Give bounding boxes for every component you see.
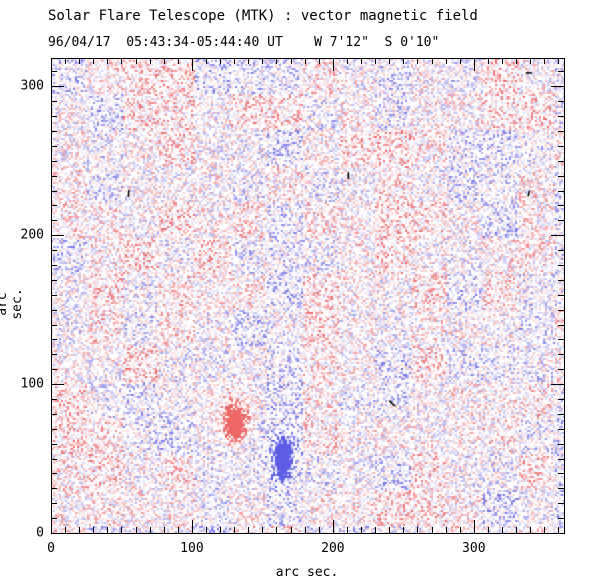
y-tick-label: 0: [36, 525, 44, 541]
y-tick-label: 300: [20, 78, 44, 94]
magnetogram-canvas: [51, 58, 564, 533]
x-tick-label: 100: [180, 541, 204, 556]
y-tick-label: 100: [20, 376, 44, 392]
x-tick-label: 200: [321, 541, 345, 556]
x-axis-title: arc sec.: [275, 565, 339, 580]
x-tick-label: 0: [47, 541, 55, 556]
axis-box-and-ticks: [51, 58, 565, 534]
y-tick-label: 200: [20, 227, 44, 243]
y-axis-title: arc sec.: [0, 288, 25, 320]
chart-title: Solar Flare Telescope (MTK) : vector mag…: [48, 8, 478, 24]
x-tick-label: 300: [462, 541, 486, 556]
chart-subtitle: 96/04/17 05:43:34-05:44:40 UT W 7'12" S …: [48, 35, 440, 50]
